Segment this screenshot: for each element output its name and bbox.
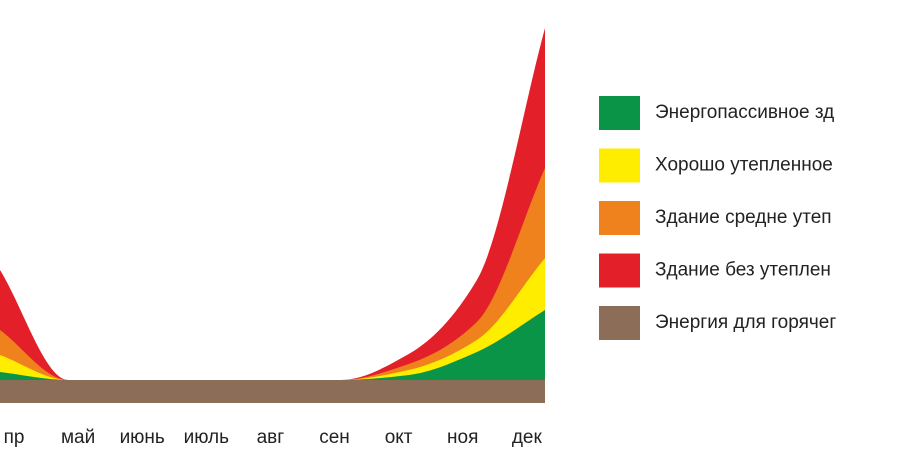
legend-label: Здание без утеплен [655,260,831,281]
legend-swatch [599,253,640,288]
x-tick-label: июль [184,427,230,448]
legend-swatch [599,201,640,235]
x-tick-label: ноя [447,427,478,448]
area [0,380,545,403]
legend-swatch [599,96,640,130]
x-tick-label: окт [385,427,413,448]
x-tick-label: авг [257,427,285,448]
legend-label: Здание средне утеп [655,207,832,228]
x-tick-label: дек [512,427,543,448]
x-tick-label: май [61,427,95,448]
legend-swatch [599,148,640,183]
area [0,310,545,403]
x-tick-label: пр [4,427,25,448]
legend-label: Хорошо утепленное [655,155,833,176]
legend-label: Энергия для горячег [655,312,836,333]
x-tick-label: сен [319,427,350,448]
legend-label: Энергопассивное зд [655,102,834,123]
x-tick-label: июнь [120,427,165,448]
legend-swatch [599,306,640,340]
